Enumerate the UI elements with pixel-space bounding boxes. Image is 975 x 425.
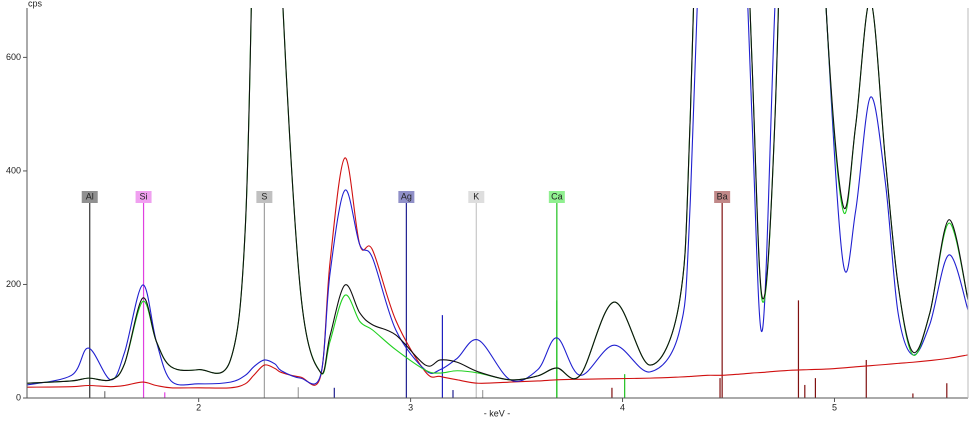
element-label: Ca <box>551 191 563 201</box>
x-tick-label: 2 <box>196 402 201 412</box>
element-label: Ag <box>401 191 412 201</box>
plot: 0 200 400 600 2 3 4 5 Al Si S Ag K Ca Ba <box>6 8 968 412</box>
element-label-box <box>81 191 98 203</box>
x-tick-label: 5 <box>832 402 837 412</box>
y-tick-label: 200 <box>6 279 21 289</box>
plot-area: Al Si S Ag K Ca Ba <box>27 8 968 398</box>
element-label-box <box>135 191 152 203</box>
y-axis-label: cps <box>28 0 43 8</box>
element-label-box <box>468 191 485 203</box>
y-tick-label: 600 <box>6 52 21 62</box>
element-label: S <box>261 191 267 201</box>
x-tick-label: 3 <box>408 402 413 412</box>
spectrum-line <box>27 8 968 384</box>
x-tick-label: 4 <box>620 402 625 412</box>
element-label-box <box>714 191 731 203</box>
y-tick-label: 0 <box>16 392 21 402</box>
y-tick-label: 400 <box>6 165 21 175</box>
element-label-box <box>256 191 273 203</box>
element-label-box <box>398 191 415 203</box>
element-label: Ba <box>717 191 728 201</box>
x-axis-label: - keV - <box>484 408 511 418</box>
element-label: K <box>473 191 479 201</box>
spectrum-line <box>27 157 968 389</box>
element-label-box <box>548 191 565 203</box>
element-label: Si <box>140 191 148 201</box>
element-label: Al <box>86 191 94 201</box>
